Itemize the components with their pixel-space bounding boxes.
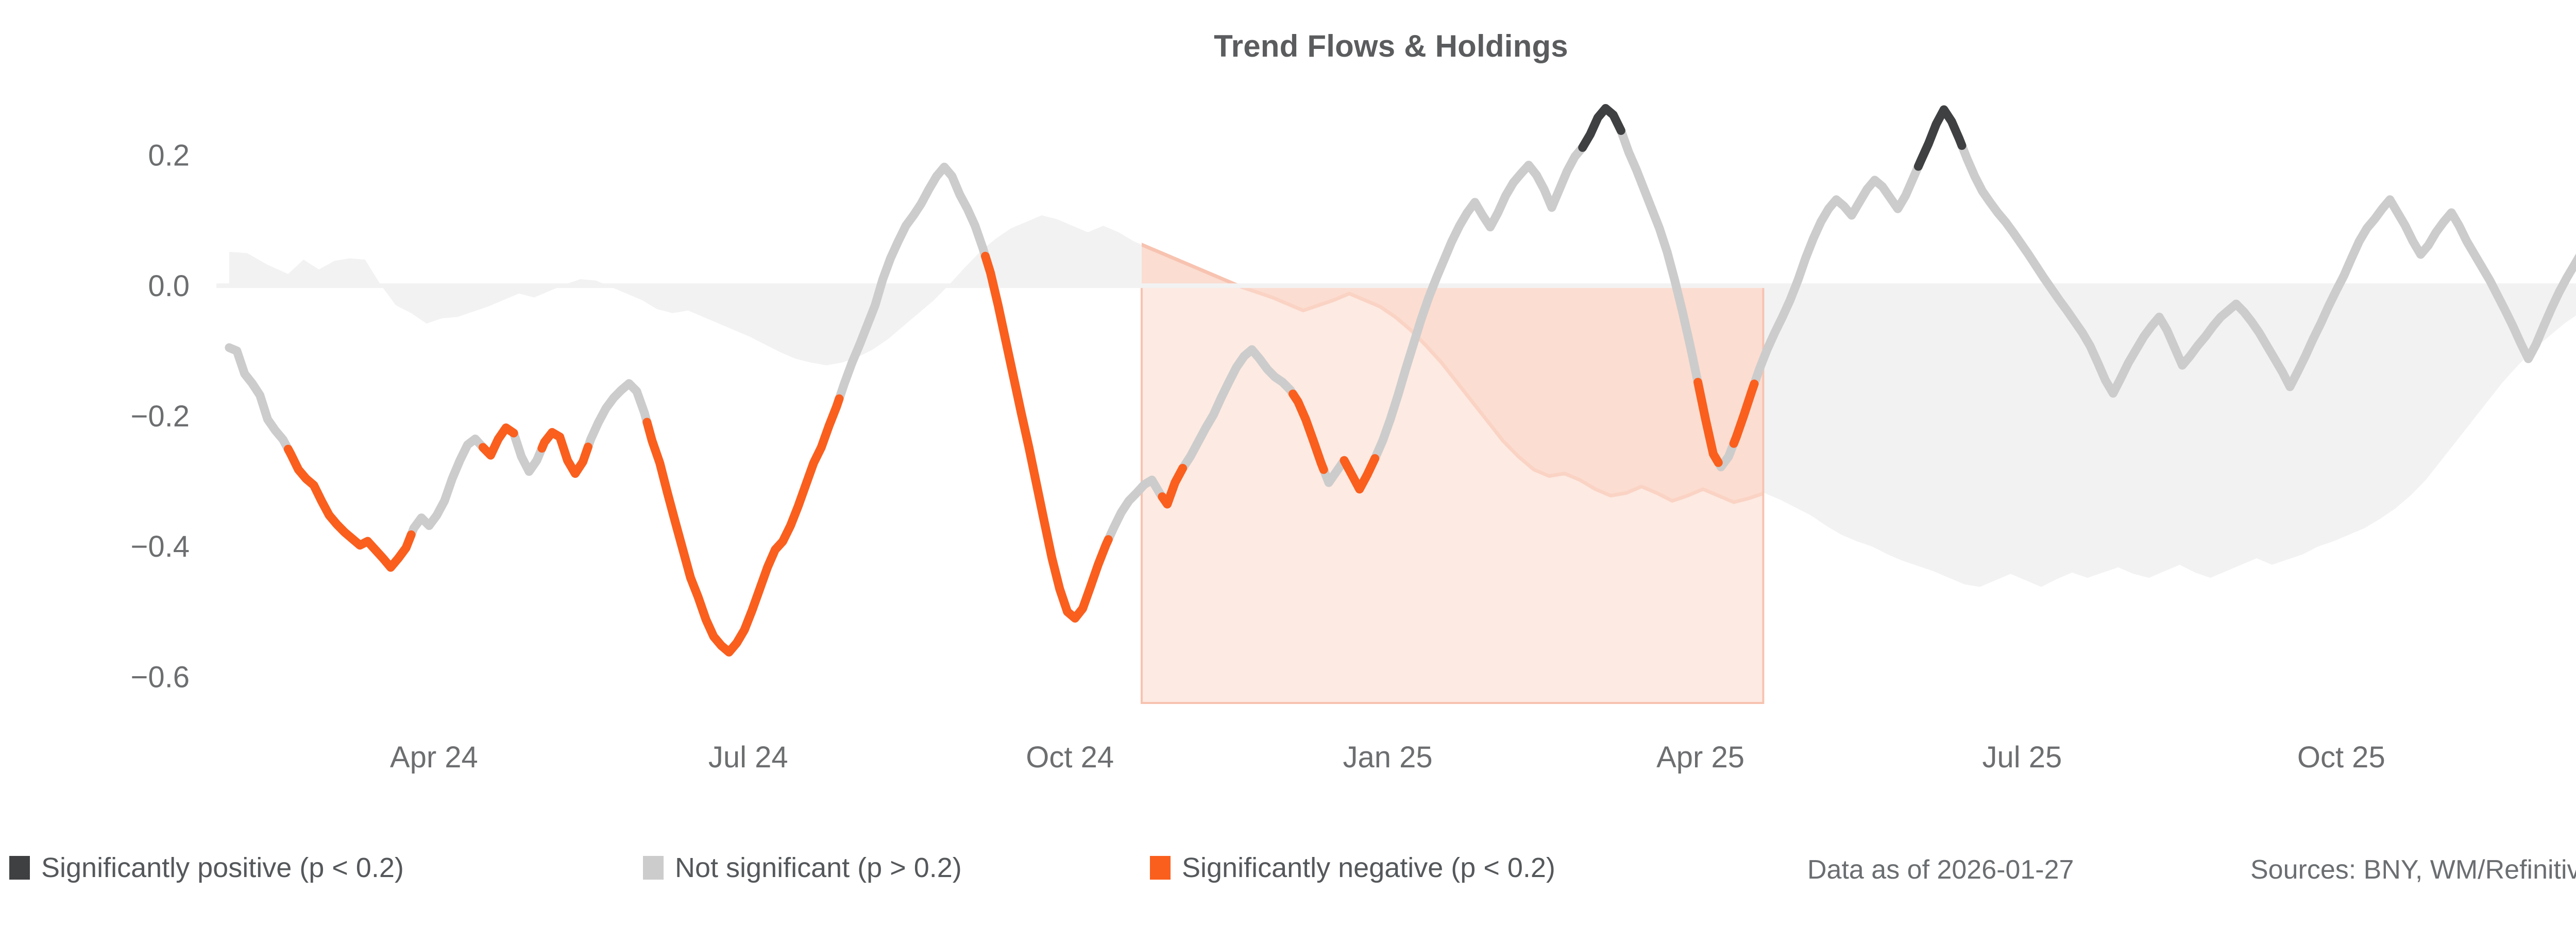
legend-item-not-significant[interactable]: Not significant (p > 0.2) <box>643 852 962 883</box>
holdings-area-not-significant <box>229 215 2576 587</box>
svg-text:0.2: 0.2 <box>148 139 190 173</box>
svg-text:Oct 25: Oct 25 <box>2297 741 2385 774</box>
svg-text:−0.4: −0.4 <box>131 530 190 563</box>
svg-text:Apr 24: Apr 24 <box>390 741 478 774</box>
svg-text:Apr 25: Apr 25 <box>1656 741 1744 774</box>
svg-text:0.0: 0.0 <box>148 269 190 303</box>
svg-text:Jul 25: Jul 25 <box>1982 741 2062 774</box>
svg-text:−0.6: −0.6 <box>131 660 190 694</box>
trend-flows-chart: 0.2 0.0 −0.2 −0.4 −0.6 Apr 24 Jul 24 Oct 24 Jan… <box>131 104 2576 774</box>
x-axis-tick-labels: Apr 24 Jul 24 Oct 24 Jan 25 Apr 25 Jul 25 Oct … <box>390 741 2385 774</box>
data-as-of-note: Data as of 2026-01-27 <box>1807 855 2074 885</box>
trend-flow-line <box>225 104 2576 657</box>
legend-swatch-significantly-negative <box>1150 856 1171 880</box>
legend-item-significantly-negative[interactable]: Significantly negative (p < 0.2) <box>1150 852 1555 883</box>
legend-label-not-significant: Not significant (p > 0.2) <box>675 852 962 883</box>
page-title: Trend Flows & Holdings <box>1214 29 1568 63</box>
legend-label-significantly-negative: Significantly negative (p < 0.2) <box>1182 852 1555 883</box>
plot-area: 0.2 0.0 −0.2 −0.4 −0.6 Apr 24 Jul 24 Oct 24 Jan… <box>0 77 2576 798</box>
svg-text:−0.2: −0.2 <box>131 400 190 433</box>
svg-text:Jan 25: Jan 25 <box>1343 741 1432 774</box>
svg-text:Jul 24: Jul 24 <box>708 741 788 774</box>
legend-swatch-significantly-positive <box>9 856 30 880</box>
sources-note: Sources: BNY, WM/Refinitiv <box>2250 855 2576 885</box>
y-axis-tick-labels: 0.2 0.0 −0.2 −0.4 −0.6 <box>131 139 190 694</box>
chart-legend: Significantly positive (p < 0.2) Not sig… <box>0 852 2576 909</box>
legend-item-significantly-positive[interactable]: Significantly positive (p < 0.2) <box>9 852 404 883</box>
svg-text:Oct 24: Oct 24 <box>1026 741 1114 774</box>
legend-swatch-not-significant <box>643 856 664 880</box>
legend-label-significantly-positive: Significantly positive (p < 0.2) <box>41 852 404 883</box>
